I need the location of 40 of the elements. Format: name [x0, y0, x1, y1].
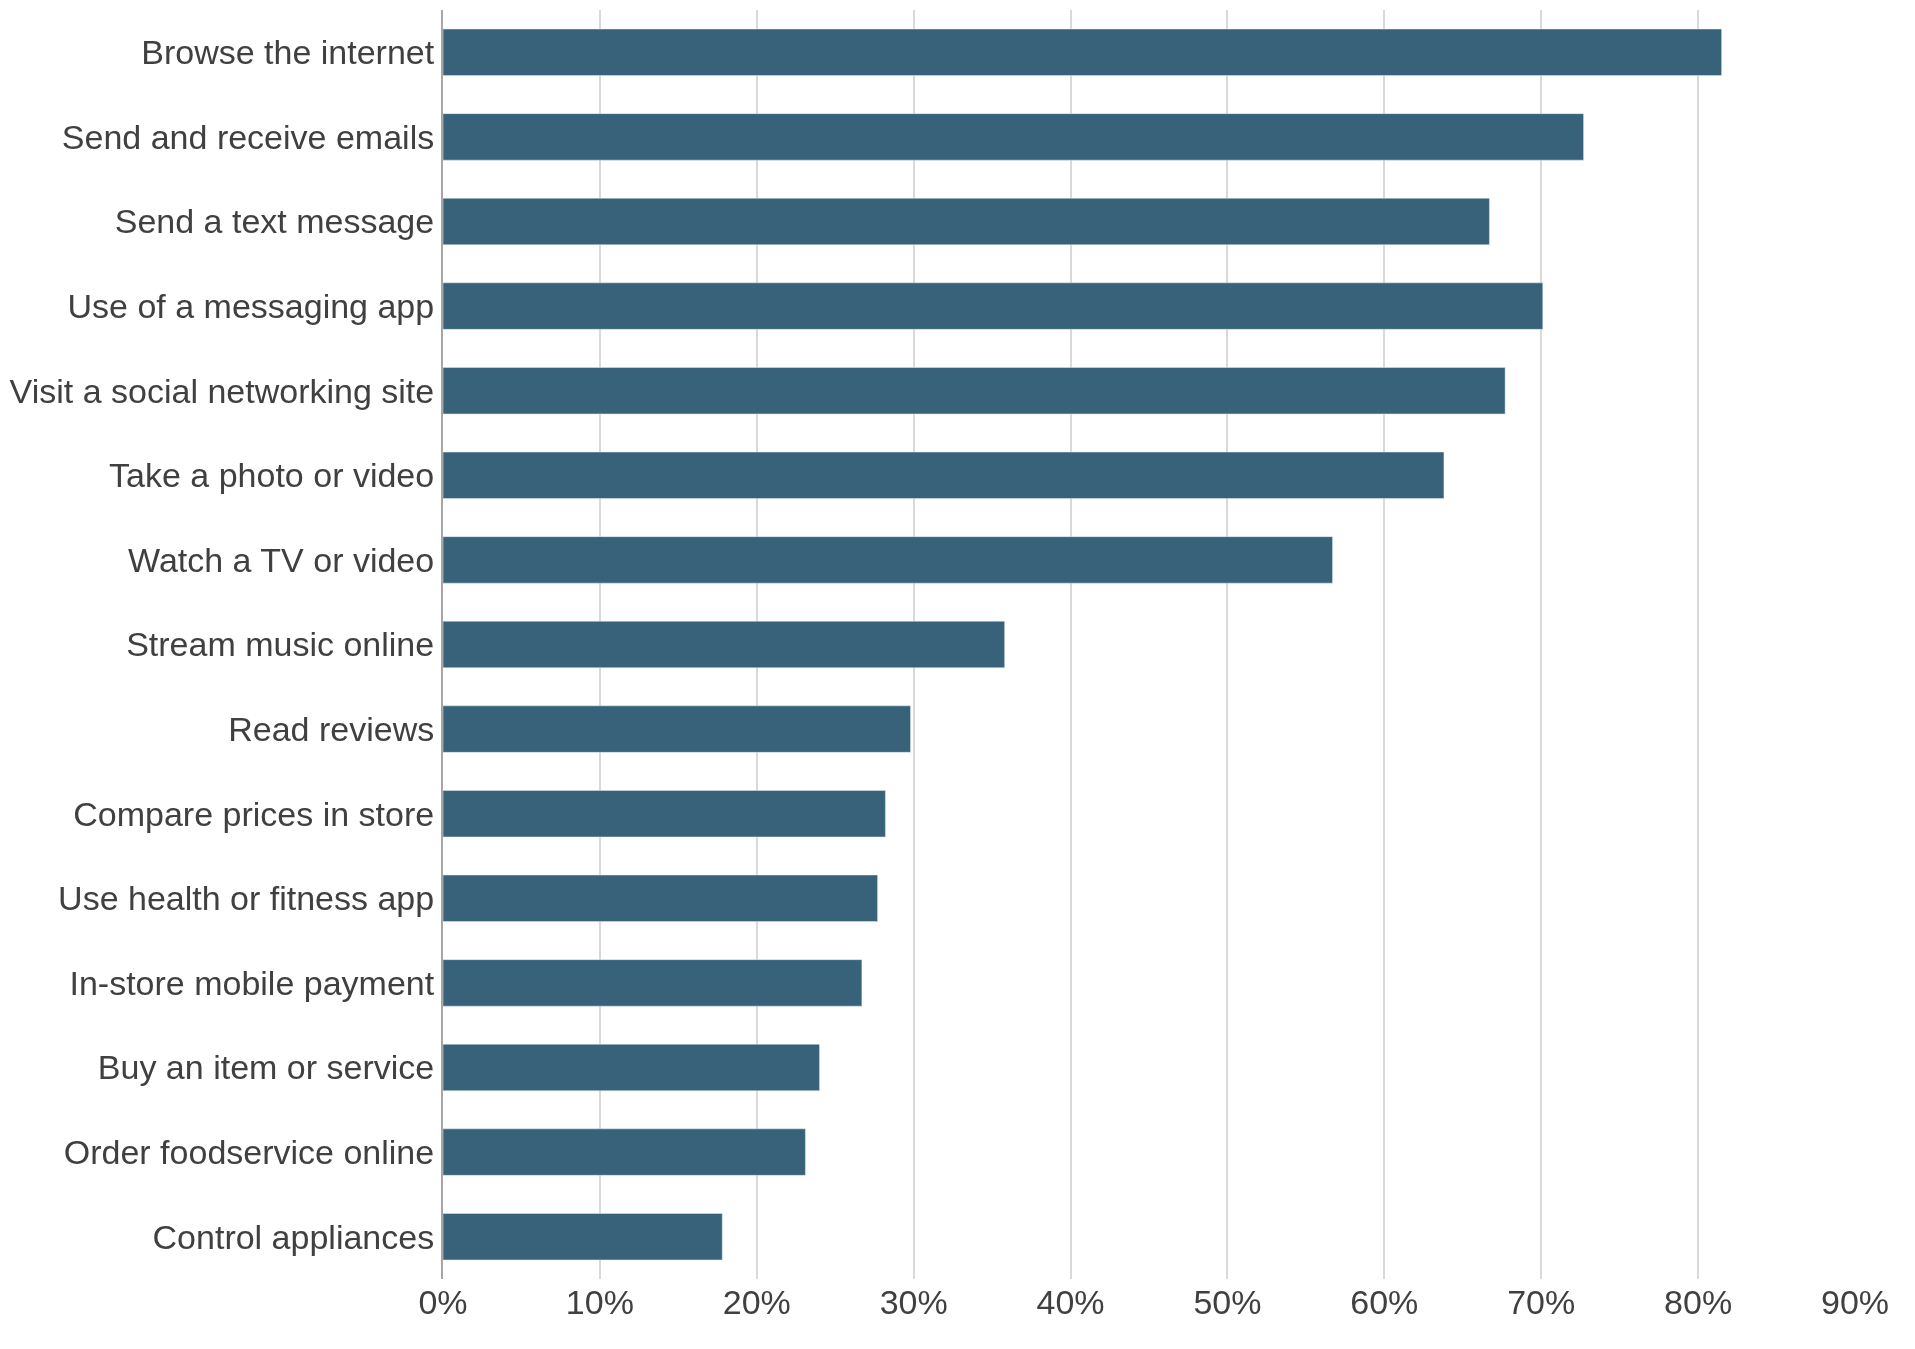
bar [443, 282, 1544, 330]
bar [443, 959, 863, 1007]
bar [443, 1128, 806, 1176]
y-tick-label: Use of a messaging app [67, 287, 435, 325]
y-tick-label: Compare prices in store [73, 794, 435, 833]
bar [443, 367, 1506, 415]
x-tick-label: 10% [565, 1283, 634, 1321]
y-tick-label: Order foodservice online [63, 1133, 435, 1171]
bar [443, 451, 1445, 499]
x-tick-label: 40% [1036, 1283, 1105, 1321]
bar [443, 620, 1005, 669]
bar [443, 1213, 723, 1261]
y-tick-label: Take a photo or video [109, 456, 435, 495]
bar [443, 1043, 820, 1092]
y-tick-label: Send a text message [114, 202, 435, 241]
y-tick-label: Browse the internet [141, 33, 435, 72]
x-tick-label: 0% [418, 1283, 468, 1321]
bar [443, 705, 911, 753]
x-tick-label: 20% [722, 1283, 791, 1321]
y-tick-label: Read reviews [228, 710, 435, 748]
bar [443, 28, 1722, 76]
y-tick-label: Buy an item or service [97, 1048, 435, 1087]
x-tick-label: 30% [879, 1283, 948, 1321]
bar [443, 197, 1490, 246]
bar [443, 874, 878, 922]
x-tick-label: 60% [1350, 1283, 1419, 1321]
bar [443, 536, 1333, 584]
x-tick-label: 70% [1507, 1283, 1576, 1321]
y-tick-label: Stream music online [126, 625, 435, 664]
x-tick-label: 80% [1664, 1283, 1733, 1321]
bar [443, 113, 1584, 161]
y-tick-label: Use health or fitness app [58, 879, 435, 918]
y-tick-label: In-store mobile payment [69, 963, 435, 1002]
x-tick-label: 90% [1820, 1283, 1890, 1321]
y-tick-label: Send and receive emails [61, 117, 435, 156]
bar [443, 790, 886, 838]
y-tick-label: Visit a social networking site [9, 371, 435, 410]
x-tick-label: 50% [1193, 1283, 1262, 1321]
y-tick-label: Control appliances [152, 1217, 435, 1256]
y-tick-label: Watch a TV or video [128, 540, 435, 579]
